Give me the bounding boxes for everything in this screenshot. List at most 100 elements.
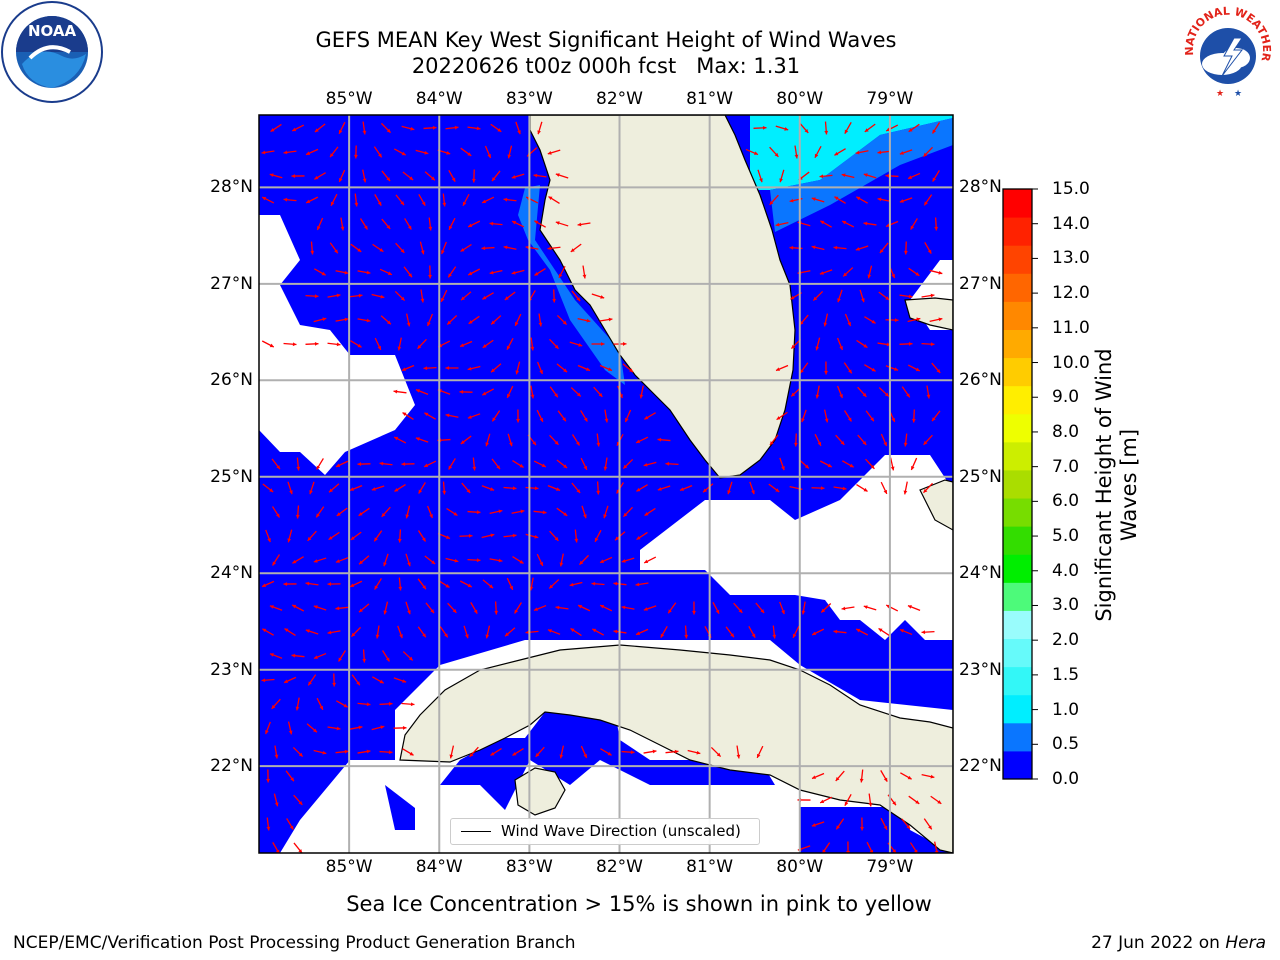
wave-direction-arrow (515, 361, 521, 375)
wave-direction-arrow (859, 289, 865, 303)
wave-direction-arrow (401, 702, 415, 707)
wave-direction-arrow (374, 337, 382, 351)
wave-direction-arrow (856, 196, 868, 204)
wave-direction-arrow (489, 221, 503, 226)
wave-direction-arrow (865, 458, 875, 470)
wave-direction-arrow (578, 554, 590, 566)
wave-direction-arrow (490, 748, 502, 756)
wave-direction-arrow (313, 317, 327, 323)
colorbar-swatch-13 (1003, 385, 1032, 415)
wave-direction-arrow (335, 317, 349, 322)
wave-direction-arrow (530, 337, 535, 351)
wave-direction-arrow (383, 601, 389, 615)
wave-direction-arrow (283, 197, 297, 202)
wave-direction-arrow (864, 364, 876, 372)
wave-direction-arrow (353, 145, 358, 159)
colorbar-swatch-10 (1003, 469, 1032, 499)
wave-direction-arrow (327, 726, 341, 731)
wave-direction-arrow (292, 746, 304, 758)
wave-direction-arrow (427, 505, 433, 519)
landmasses (399, 115, 953, 853)
lon-tick-bottom-3: 82°W (596, 857, 643, 877)
lat-tick-right-4: 24°N (959, 563, 1002, 584)
wave-direction-arrow (415, 437, 429, 443)
wave-direction-arrow (841, 606, 855, 611)
colorbar-swatch-8 (1003, 526, 1032, 555)
wave-direction-arrow (460, 291, 472, 301)
wave-direction-arrow (447, 266, 457, 278)
wave-direction-arrow (327, 342, 341, 347)
wave-direction-arrow (833, 486, 847, 491)
wave-direction-arrow (283, 582, 297, 586)
wave-direction-arrow (357, 749, 371, 754)
wave-direction-arrow (880, 433, 888, 447)
colorbar-tick-9: 7.0 (1052, 456, 1080, 477)
wave-direction-arrow (930, 795, 942, 805)
ocean-patch-south-cuba (440, 712, 775, 810)
wave-direction-arrow (314, 172, 326, 180)
wave-direction-arrow (270, 123, 282, 133)
wave-direction-arrow (621, 557, 635, 563)
wave-direction-arrow (507, 433, 513, 447)
wave-direction-arrow (885, 173, 899, 178)
land-grand-bahama (904, 297, 953, 331)
wave-direction-arrow (467, 558, 481, 563)
lat-tick-right-6: 22°N (959, 756, 1002, 777)
wave-direction-arrow (286, 818, 294, 830)
wave-direction-arrow (769, 194, 779, 206)
wave-direction-arrow (503, 533, 517, 538)
wave-direction-arrow (644, 412, 656, 420)
wave-direction-arrow (863, 605, 877, 611)
noaa-logo-text: NOAA (28, 22, 77, 40)
wave-direction-arrow (402, 171, 414, 181)
wave-direction-arrow (569, 341, 583, 347)
wave-direction-arrow (577, 317, 591, 323)
noaa-logo-icon: NOAA (1, 1, 103, 103)
wave-direction-arrow (580, 457, 588, 471)
lat-tick-left-2: 26°N (210, 370, 253, 391)
wave-direction-arrow (537, 121, 543, 135)
wave-direction-arrow (932, 170, 940, 182)
wave-direction-arrow (712, 601, 720, 615)
wave-direction-arrow (291, 604, 305, 612)
wave-direction-arrow (863, 173, 877, 179)
wave-direction-arrow (335, 749, 349, 754)
wave-direction-arrow (397, 529, 402, 543)
wave-direction-arrow (582, 265, 587, 279)
wave-direction-arrow (335, 270, 349, 275)
colorbar-tick-7: 5.0 (1052, 526, 1080, 547)
colorbar-swatch-16 (1003, 301, 1032, 330)
wave-direction-arrow (372, 676, 384, 684)
wave-direction-arrow (921, 293, 935, 298)
wave-direction-arrow (447, 602, 457, 614)
footer-date: 27 Jun 2022 on Hera (1091, 933, 1266, 953)
wave-direction-arrow (837, 289, 843, 303)
wave-direction-arrow (923, 194, 933, 206)
wave-direction-arrow (842, 460, 854, 468)
wave-direction-arrow (511, 173, 525, 179)
wave-direction-arrow (380, 315, 392, 325)
wave-direction-arrow (903, 433, 908, 447)
wave-direction-arrow (657, 437, 671, 442)
wave-direction-arrow (439, 626, 449, 638)
wave-direction-arrow (271, 698, 281, 710)
wave-direction-arrow (350, 340, 362, 348)
wave-direction-arrow (923, 146, 933, 158)
wave-direction-arrow (643, 461, 657, 467)
wave-direction-arrow (307, 674, 317, 686)
wave-direction-arrow (512, 748, 524, 756)
wave-direction-arrow (798, 459, 810, 469)
wave-direction-arrow (841, 220, 855, 228)
wave-direction-arrow (624, 409, 632, 423)
wave-direction-arrow (379, 701, 393, 706)
wave-direction-arrow (428, 217, 433, 231)
wave-direction-arrow (482, 339, 494, 349)
wave-direction-arrow (283, 150, 297, 155)
wave-direction-arrow (725, 626, 735, 638)
wave-direction-arrow (877, 150, 891, 155)
wave-direction-arrow (921, 630, 935, 635)
colorbar-swatch-6 (1003, 582, 1032, 611)
wave-direction-arrow (556, 363, 568, 373)
wave-direction-arrow (262, 483, 274, 493)
colorbar-tick-2: 1.0 (1052, 699, 1080, 720)
